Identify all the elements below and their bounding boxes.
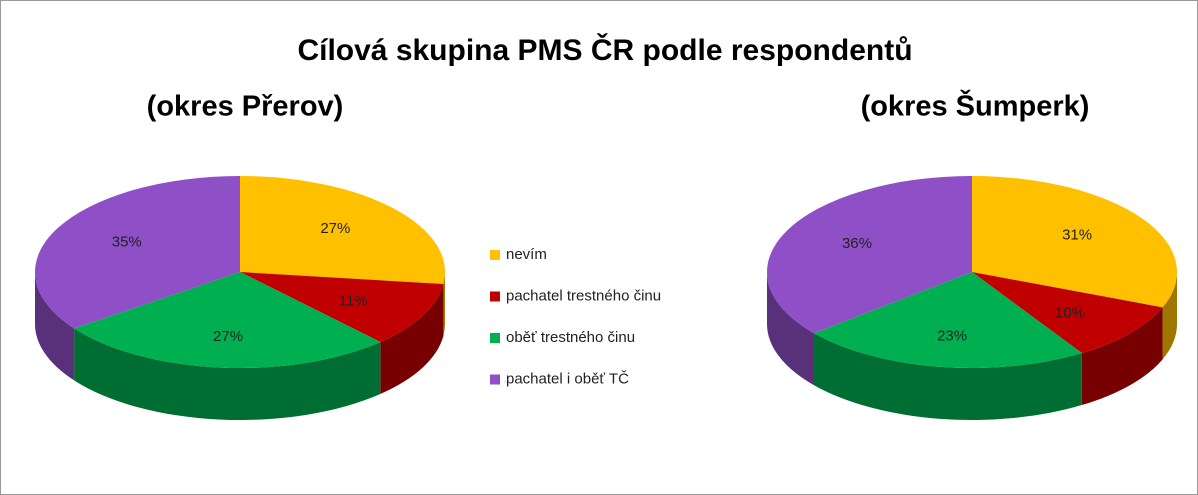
pie-title: (okres Přerov) xyxy=(147,91,344,123)
slice-side xyxy=(1081,307,1163,406)
pie-slice xyxy=(767,176,972,334)
data-label: 35% xyxy=(112,233,142,250)
pie-title: (okres Šumperk) xyxy=(861,89,1090,123)
slice-side xyxy=(1162,272,1177,360)
chart-title: Cílová skupina PMS ČR podle respondentů xyxy=(297,33,912,67)
pie-slice xyxy=(74,272,381,368)
legend-label: pachatel i oběť TČ xyxy=(506,370,629,387)
legend-label: oběť trestného činu xyxy=(506,329,635,346)
data-label: 27% xyxy=(320,220,350,237)
data-label: 10% xyxy=(1055,305,1085,322)
slice-side xyxy=(814,333,1082,420)
pie-slice xyxy=(972,272,1163,354)
data-label: 11% xyxy=(339,293,368,310)
legend-label: pachatel trestného činu xyxy=(506,287,661,304)
slice-side xyxy=(767,272,815,386)
legend-swatch xyxy=(490,333,500,343)
slice-side xyxy=(380,284,444,394)
pie-slice xyxy=(814,272,1082,368)
data-label: 36% xyxy=(842,235,872,252)
data-label: 31% xyxy=(1062,226,1092,243)
slice-side xyxy=(74,328,381,421)
slice-side xyxy=(35,272,75,381)
legend-label: nevím xyxy=(506,246,547,263)
data-label: 27% xyxy=(213,328,243,345)
legend-swatch xyxy=(490,291,500,302)
legend-swatch xyxy=(490,374,500,385)
pie-slice xyxy=(240,176,445,285)
slice-side xyxy=(443,272,445,337)
data-label: 23% xyxy=(937,327,967,344)
pie-slice xyxy=(34,176,240,329)
legend-swatch xyxy=(490,250,500,260)
pie-slice xyxy=(972,176,1177,308)
pie-slice xyxy=(240,272,444,342)
